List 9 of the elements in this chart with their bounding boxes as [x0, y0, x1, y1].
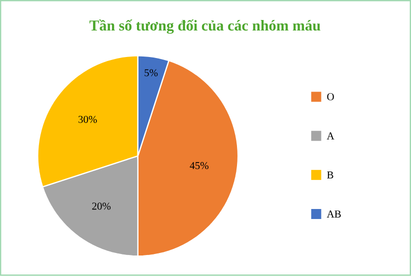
chart-title: Tần số tương đối của các nhóm máu — [89, 20, 320, 34]
legend-label: B — [327, 172, 334, 179]
data-label: 45% — [190, 162, 208, 170]
legend-label: A — [326, 132, 334, 140]
legend-label: O — [327, 93, 334, 100]
data-label: 20% — [92, 202, 111, 210]
data-label: 30% — [78, 116, 97, 124]
legend-label: AB — [326, 210, 341, 218]
data-label: 5% — [144, 69, 158, 76]
